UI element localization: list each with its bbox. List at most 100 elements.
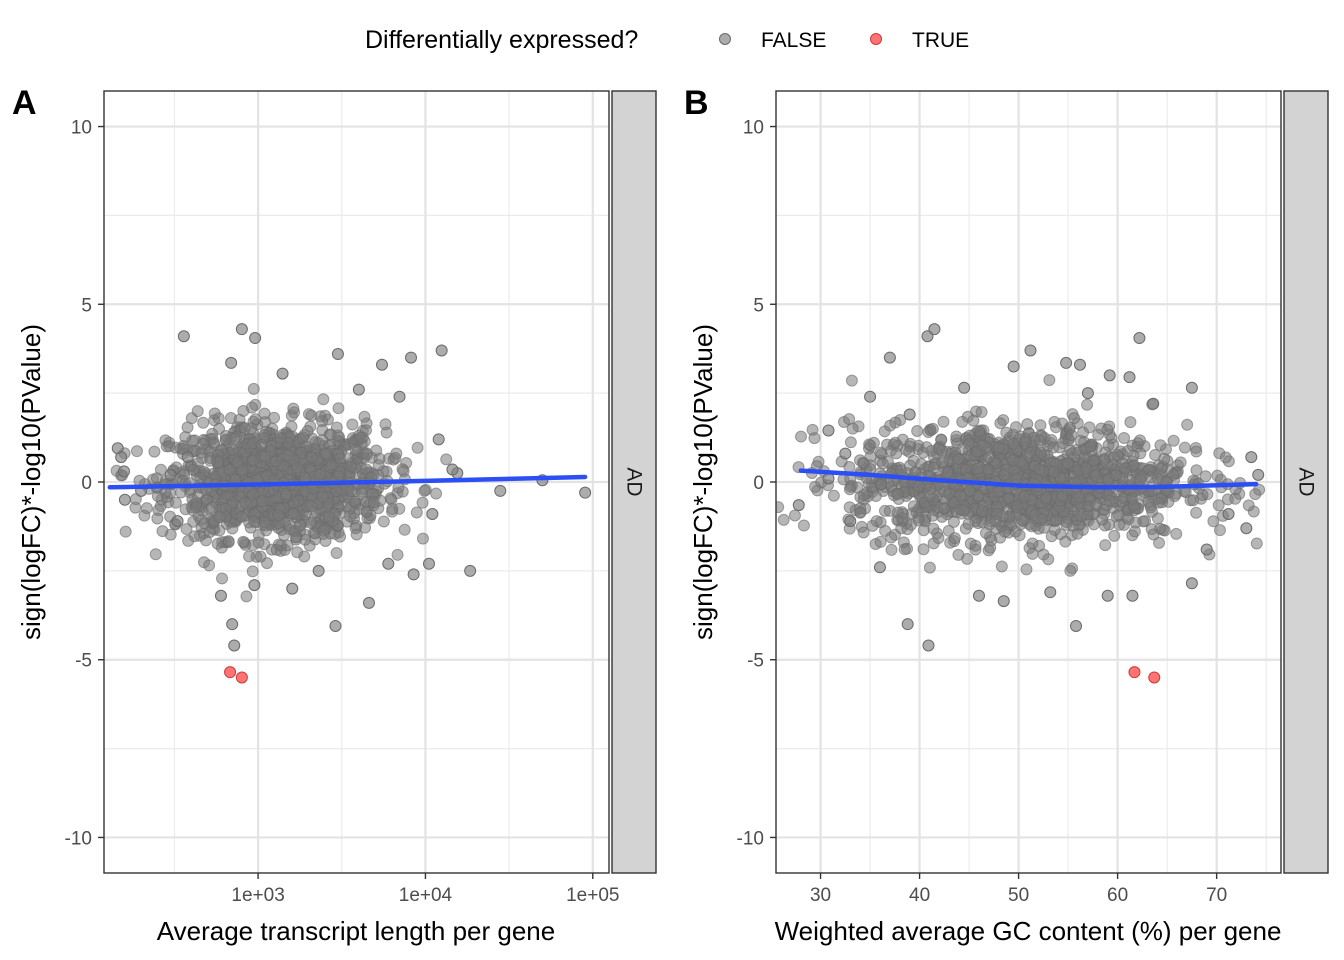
point-false bbox=[948, 532, 961, 545]
point-false bbox=[1190, 445, 1203, 458]
point-false bbox=[287, 402, 300, 415]
point-false bbox=[238, 421, 251, 434]
point-false bbox=[864, 390, 877, 403]
point-false bbox=[344, 510, 357, 523]
point-false bbox=[1103, 494, 1116, 507]
point-false bbox=[258, 407, 271, 420]
point-false bbox=[494, 484, 507, 497]
point-false bbox=[1034, 419, 1047, 432]
point-false bbox=[255, 438, 268, 451]
legend-label-true: TRUE bbox=[912, 29, 969, 52]
point-false bbox=[843, 483, 856, 496]
point-false bbox=[372, 459, 385, 472]
point-false bbox=[391, 548, 404, 561]
legend-label-false: FALSE bbox=[761, 29, 826, 52]
point-false bbox=[992, 441, 1005, 454]
point-false bbox=[1047, 466, 1060, 479]
point-false bbox=[1033, 434, 1046, 447]
legend-key-true bbox=[870, 33, 882, 45]
point-false bbox=[952, 548, 965, 561]
point-false bbox=[976, 505, 989, 518]
point-false bbox=[163, 440, 176, 453]
point-false bbox=[1020, 563, 1033, 576]
point-false bbox=[305, 409, 318, 422]
point-false bbox=[430, 487, 443, 500]
x-tick-label: 70 bbox=[1206, 885, 1227, 906]
point-false bbox=[922, 639, 935, 652]
point-false bbox=[915, 458, 928, 471]
point-false bbox=[334, 452, 347, 465]
point-false bbox=[1190, 464, 1203, 477]
point-false bbox=[875, 478, 888, 491]
point-false bbox=[432, 433, 445, 446]
point-false bbox=[1065, 429, 1078, 442]
point-false bbox=[398, 523, 411, 536]
point-false bbox=[927, 522, 940, 535]
point-false bbox=[1249, 488, 1262, 501]
point-false bbox=[256, 495, 269, 508]
point-false bbox=[1242, 499, 1255, 512]
point-false bbox=[1060, 356, 1073, 369]
point-false bbox=[188, 530, 201, 543]
point-false bbox=[275, 539, 288, 552]
point-false bbox=[885, 543, 898, 556]
point-false bbox=[1047, 441, 1060, 454]
x-tick-label: 1e+03 bbox=[231, 885, 284, 906]
y-tick-label: 0 bbox=[81, 473, 92, 494]
point-false bbox=[975, 405, 988, 418]
point-false bbox=[845, 374, 858, 387]
legend: Differentially expressed? FALSE TRUE bbox=[365, 26, 969, 54]
point-false bbox=[883, 351, 896, 364]
point-false bbox=[194, 471, 207, 484]
point-false bbox=[316, 434, 329, 447]
point-false bbox=[857, 526, 870, 539]
point-false bbox=[1018, 490, 1031, 503]
point-false bbox=[932, 532, 945, 545]
point-false bbox=[1153, 536, 1166, 549]
point-false bbox=[901, 618, 914, 631]
point-false bbox=[1013, 529, 1026, 542]
point-false bbox=[972, 589, 985, 602]
point-false bbox=[1219, 451, 1232, 464]
point-false bbox=[140, 502, 153, 515]
x-tick-label: 1e+05 bbox=[566, 885, 619, 906]
point-false bbox=[290, 531, 303, 544]
point-false bbox=[348, 495, 361, 508]
point-false bbox=[1081, 398, 1094, 411]
point-false bbox=[903, 408, 916, 421]
legend-title: Differentially expressed? bbox=[365, 26, 638, 54]
point-false bbox=[1147, 397, 1160, 410]
point-true bbox=[235, 671, 248, 684]
y-tick-label: -5 bbox=[75, 651, 92, 672]
x-tick-label: 1e+04 bbox=[399, 885, 453, 906]
point-false bbox=[356, 487, 369, 500]
point-false bbox=[363, 596, 376, 609]
point-false bbox=[346, 418, 359, 431]
point-false bbox=[223, 463, 236, 476]
point-false bbox=[1064, 564, 1077, 577]
point-false bbox=[226, 443, 239, 456]
point-false bbox=[947, 496, 960, 509]
point-false bbox=[981, 463, 994, 476]
facet-strip bbox=[1283, 90, 1329, 874]
point-false bbox=[281, 449, 294, 462]
point-false bbox=[1043, 374, 1056, 387]
point-false bbox=[1240, 522, 1253, 535]
point-false bbox=[923, 490, 936, 503]
point-false bbox=[951, 453, 964, 466]
trend-line bbox=[107, 474, 588, 490]
point-false bbox=[225, 356, 238, 369]
point-false bbox=[1081, 387, 1094, 400]
point-false bbox=[844, 515, 857, 528]
point-false bbox=[305, 516, 318, 529]
point-false bbox=[187, 463, 200, 476]
point-false bbox=[216, 572, 229, 585]
point-false bbox=[197, 416, 210, 429]
point-false bbox=[435, 344, 448, 357]
point-false bbox=[361, 448, 374, 461]
point-false bbox=[190, 501, 203, 514]
point-false bbox=[870, 515, 883, 528]
point-false bbox=[1059, 535, 1072, 548]
point-false bbox=[997, 595, 1010, 608]
point-false bbox=[316, 490, 329, 503]
